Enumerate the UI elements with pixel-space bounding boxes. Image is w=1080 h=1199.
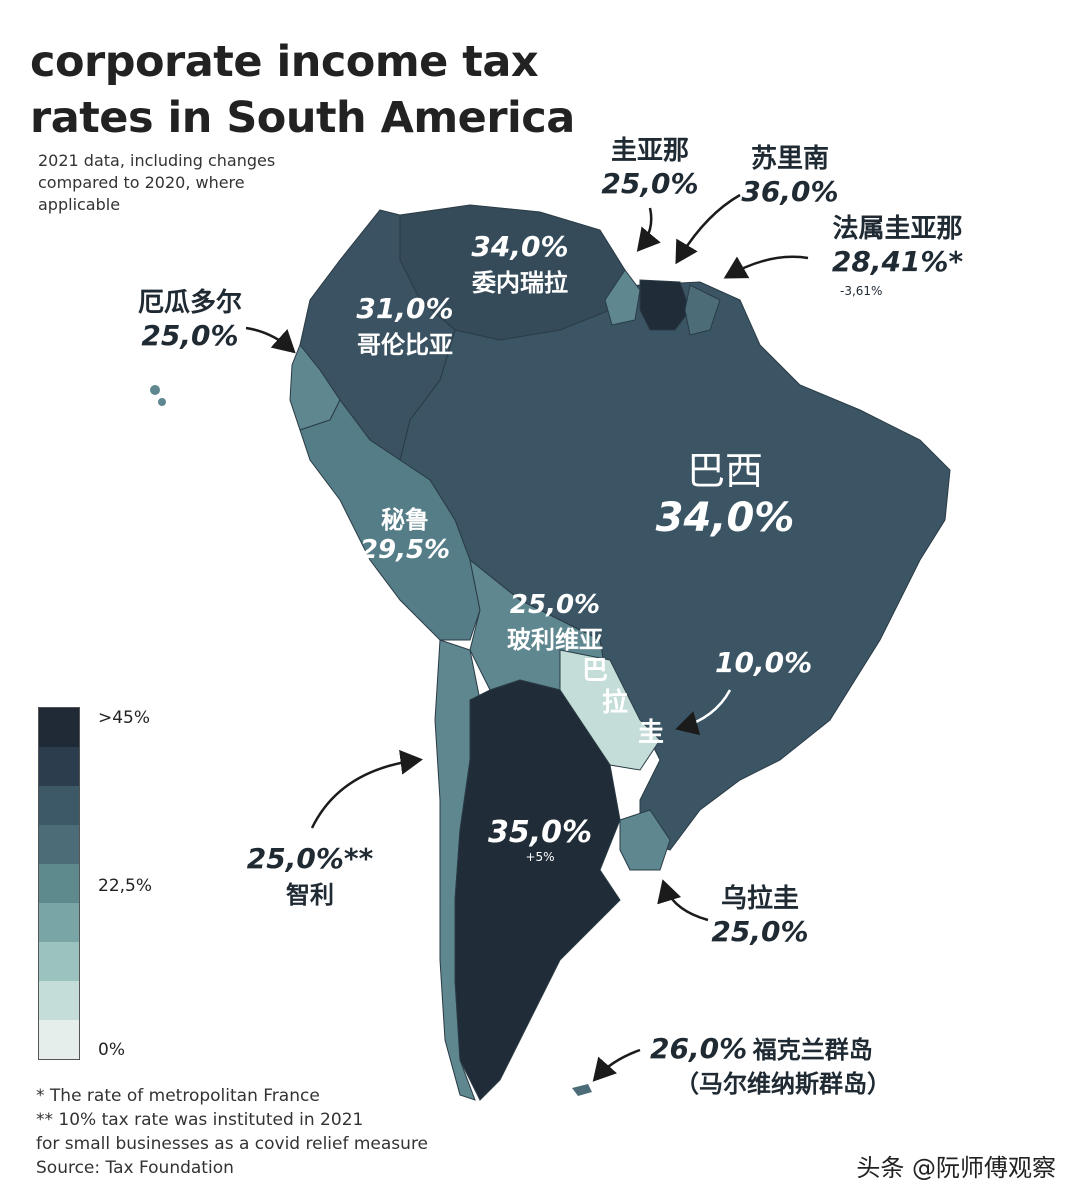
venezuela-label: 34,0% 委内瑞拉 (471, 230, 569, 297)
arrow-suriname (675, 193, 741, 265)
french-guiana-change: -3,61% (840, 284, 883, 298)
arrow-uruguay (657, 879, 709, 922)
paraguay-name-3: 圭 (638, 718, 665, 748)
galapagos-island (158, 398, 166, 406)
paraguay-rate: 10,0% (715, 646, 813, 679)
legend-mid-label: 22,5% (98, 876, 153, 896)
source-note: Source: Tax Foundation (36, 1158, 234, 1178)
arrow-guyana (636, 207, 661, 252)
legend-swatch (39, 708, 79, 747)
footnote-2: ** 10% tax rate was instituted in 2021 (36, 1110, 364, 1130)
falklands-label: 26,0% 福克兰群岛 (650, 1032, 873, 1065)
paraguay-name-2: 拉 (602, 688, 629, 718)
footnote-2-cont: for small businesses as a covid relief m… (36, 1134, 429, 1154)
peru-label: 秘鲁 29,5% (359, 506, 451, 565)
ecuador-label: 厄瓜多尔 25,0% (137, 288, 242, 352)
color-legend (38, 707, 80, 1060)
legend-swatch (39, 981, 79, 1020)
argentina-shape (454, 679, 621, 1101)
watermark: 头条 @阮师傅观察 (856, 1154, 1056, 1182)
legend-swatch (39, 864, 79, 903)
legend-swatch (39, 825, 79, 864)
map-title: corporate income tax rates in South Ameri… (30, 37, 575, 143)
arrow-ecuador (245, 326, 296, 354)
arrow-french-guiana (723, 255, 809, 279)
french-guiana-shape (684, 284, 721, 336)
arrow-chile (310, 749, 423, 829)
footnote-1: * The rate of metropolitan France (36, 1086, 320, 1106)
colombia-label: 31,0% 哥伦比亚 (356, 292, 454, 359)
legend-top-label: >45% (98, 708, 151, 728)
legend-bottom-label: 0% (98, 1040, 125, 1060)
brazil-label: 巴西 34,0% (655, 449, 795, 541)
argentina-label: 35,0% +5% (487, 815, 593, 864)
paraguay-name-1: 巴 (582, 656, 609, 686)
chile-label: 25,0%** 智利 (246, 842, 374, 909)
uruguay-label: 乌拉圭 25,0% (711, 884, 809, 948)
suriname-shape (639, 279, 691, 331)
legend-swatch (39, 903, 79, 942)
arrow-falklands (592, 1048, 641, 1082)
suriname-label: 苏里南 36,0% (741, 144, 839, 208)
falklands-shape (572, 1084, 592, 1096)
legend-swatch (39, 786, 79, 825)
galapagos-island (150, 385, 160, 395)
guyana-shape (604, 269, 641, 326)
legend-swatch (39, 1020, 79, 1059)
french-guiana-label: 法属圭亚那 28,41%* (831, 214, 964, 278)
guyana-label: 圭亚那 25,0% (601, 136, 699, 200)
falklands-alt-label: （马尔维纳斯群岛） (675, 1070, 891, 1098)
uruguay-shape (619, 809, 671, 871)
bolivia-label: 25,0% 玻利维亚 (507, 590, 603, 654)
arrow-paraguay (675, 689, 732, 736)
legend-swatch (39, 942, 79, 981)
legend-swatch (39, 747, 79, 786)
map-subtitle: 2021 data, including changes compared to… (38, 151, 276, 214)
footnotes: * The rate of metropolitan France ** 10%… (36, 1084, 428, 1180)
